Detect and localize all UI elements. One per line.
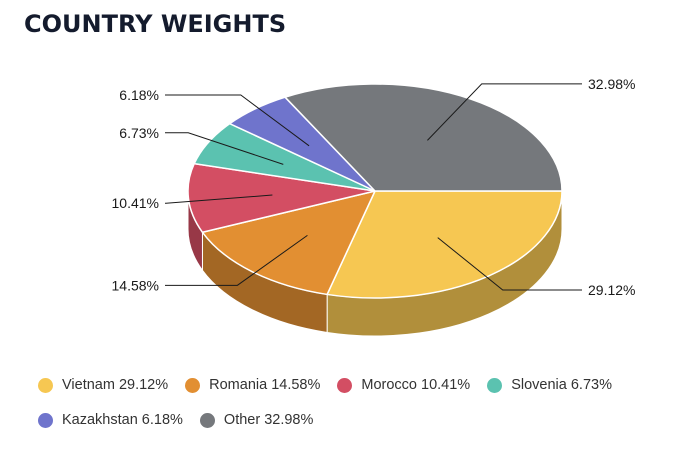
legend-item-vietnam[interactable]: Vietnam 29.12%: [38, 374, 168, 396]
slice-vietnam[interactable]: [326, 190, 563, 299]
legend-item-slovenia[interactable]: Slovenia 6.73%: [487, 374, 612, 396]
leader-line-kazakhstan: [165, 94, 310, 147]
pie-chart: 29.12% 14.58% 10.41% 6.73% 6.18% 32.98%: [112, 76, 636, 337]
pie-leader-lines: 29.12% 14.58% 10.41% 6.73% 6.18% 32.98%: [112, 76, 636, 298]
legend-label: Morocco 10.41%: [361, 377, 471, 393]
legend-label: Slovenia 6.73%: [511, 377, 612, 393]
legend-item-morocco[interactable]: Morocco 10.41%: [337, 374, 470, 396]
legend-swatch-icon: [38, 412, 53, 428]
leader-line-other: [427, 83, 582, 141]
leader-line-slovenia: [165, 132, 284, 165]
chart-title: COUNTRY WEIGHTS: [24, 10, 287, 38]
legend: Vietnam 29.12% Romania 14.58% Morocco 10.4…: [38, 374, 678, 431]
legend-label: Vietnam 29.12%: [62, 377, 169, 393]
legend-label: Kazakhstan 6.18%: [62, 412, 183, 428]
leader-line-morocco: [165, 194, 273, 204]
legend-item-romania[interactable]: Romania 14.58%: [185, 374, 320, 396]
legend-swatch-icon: [337, 377, 353, 393]
legend-item-other[interactable]: Other 32.98%: [199, 409, 314, 431]
slice-morocco[interactable]: [187, 162, 376, 234]
slice-romania[interactable]: [201, 190, 376, 296]
data-label-romania: 14.58%: [112, 277, 159, 293]
legend-swatch-icon: [185, 377, 201, 393]
data-label-vietnam: 29.12%: [588, 282, 635, 298]
leader-line-vietnam: [437, 237, 582, 291]
data-label-slovenia: 6.73%: [119, 125, 159, 141]
legend-label: Romania 14.58%: [209, 377, 321, 393]
legend-label: Other 32.98%: [223, 412, 314, 428]
legend-swatch-icon: [487, 377, 503, 393]
slice-other[interactable]: [284, 83, 563, 192]
legend-swatch-icon: [199, 412, 215, 428]
data-label-other: 32.98%: [588, 76, 635, 92]
leader-line-romania: [165, 234, 308, 286]
pie-tops: [187, 83, 563, 299]
legend-item-kazakhstan[interactable]: Kazakhstan 6.18%: [38, 409, 183, 431]
data-label-kazakhstan: 6.18%: [119, 87, 159, 103]
legend-swatch-icon: [38, 377, 53, 393]
data-label-morocco: 10.41%: [112, 195, 159, 211]
